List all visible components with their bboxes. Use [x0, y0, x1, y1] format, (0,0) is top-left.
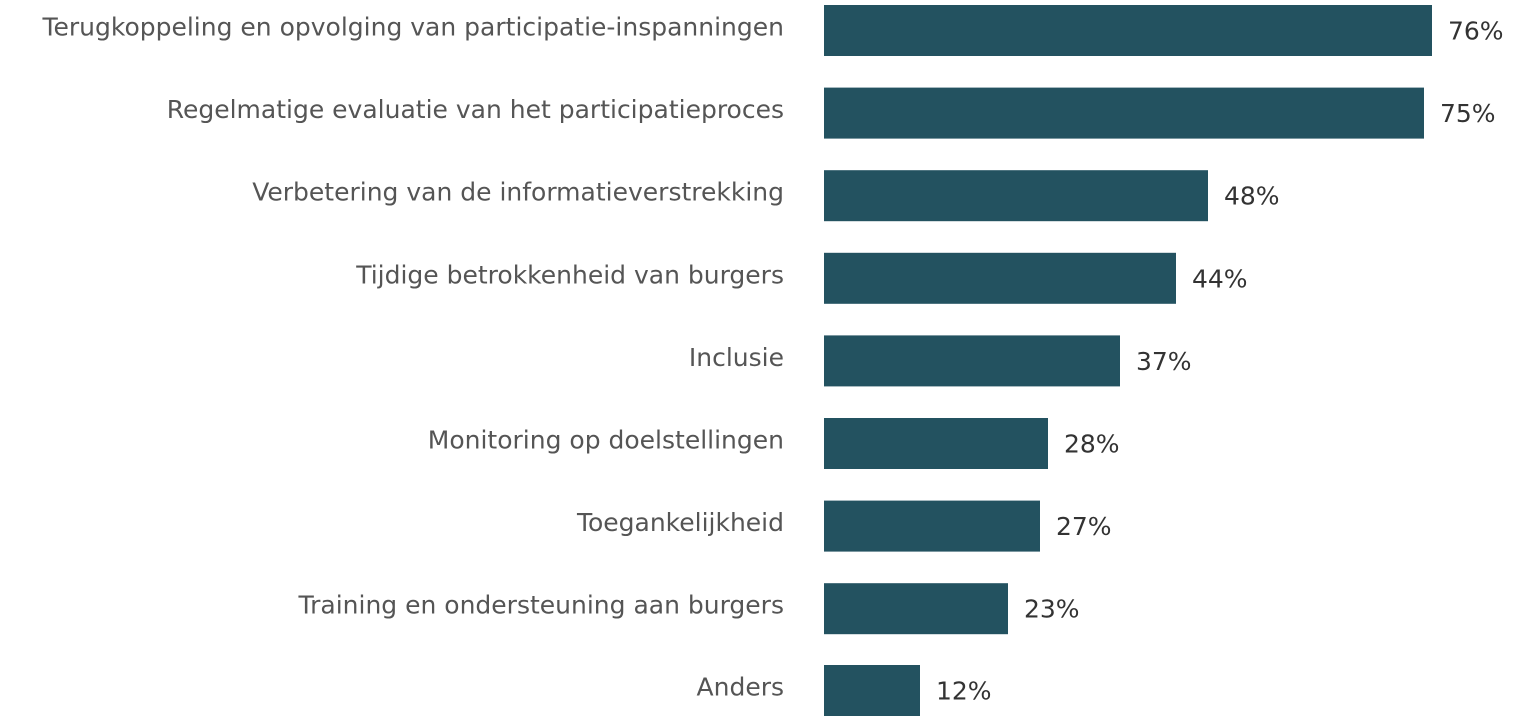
- value-label: 44%: [1192, 264, 1248, 293]
- category-label: Tijdige betrokkenheid van burgers: [355, 260, 784, 289]
- category-label: Anders: [697, 673, 785, 702]
- bar: [824, 170, 1208, 222]
- bar: [824, 500, 1040, 552]
- bar: [824, 418, 1048, 469]
- bar: [824, 335, 1120, 387]
- category-label: Terugkoppeling en opvolging van particip…: [41, 13, 784, 42]
- bar: [824, 583, 1008, 635]
- bar: [824, 252, 1176, 304]
- category-label: Inclusie: [689, 343, 784, 372]
- value-label: 48%: [1224, 182, 1280, 211]
- category-label: Training en ondersteuning aan burgers: [298, 591, 784, 620]
- value-label: 37%: [1136, 347, 1192, 376]
- value-label: 28%: [1064, 430, 1120, 459]
- value-label: 75%: [1440, 99, 1496, 128]
- category-label: Regelmatige evaluatie van het participat…: [167, 95, 784, 124]
- bar: [824, 665, 920, 716]
- value-label: 76%: [1448, 17, 1504, 46]
- category-label: Verbetering van de informatieverstrekkin…: [252, 178, 784, 207]
- value-label: 12%: [936, 677, 992, 706]
- bar: [824, 5, 1432, 56]
- category-label: Toegankelijkheid: [576, 508, 784, 537]
- value-label: 27%: [1056, 512, 1112, 541]
- value-label: 23%: [1024, 595, 1080, 624]
- category-label: Monitoring op doelstellingen: [428, 426, 784, 455]
- bar: [824, 87, 1424, 139]
